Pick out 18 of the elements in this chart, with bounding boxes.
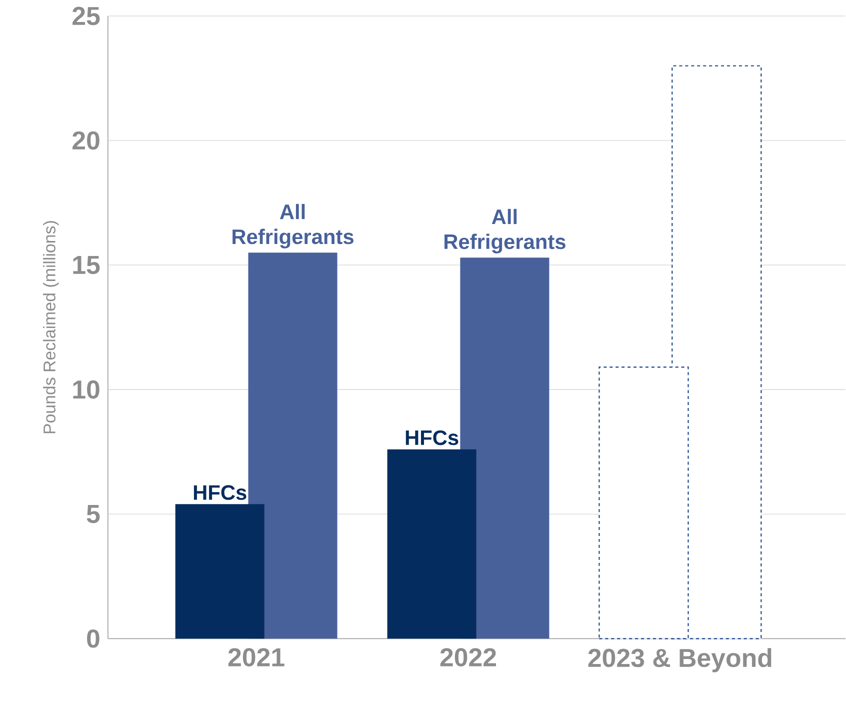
bar <box>387 450 476 639</box>
bar <box>175 504 264 639</box>
y-tick-label: 20 <box>72 132 100 150</box>
series-label: All Refrigerants <box>232 204 354 249</box>
y-axis-title: Pounds Reclaimed (millions) <box>43 221 59 434</box>
x-tick-label: 2022 <box>440 648 496 667</box>
series-label: HFCs <box>194 485 246 500</box>
y-tick-label: 5 <box>86 505 100 524</box>
y-tick-label: 0 <box>87 630 100 648</box>
y-tick-label: 15 <box>73 256 100 274</box>
bar <box>248 252 338 639</box>
y-tick-label: 10 <box>73 380 100 399</box>
x-tick-label: 2023 & Beyond <box>588 648 772 672</box>
text: All Refrigerants <box>444 209 566 254</box>
y-tick-label: 25 <box>72 7 100 26</box>
bar <box>460 258 550 639</box>
x-tick-label: 2021 <box>228 648 284 667</box>
text: HFCs <box>406 430 458 446</box>
